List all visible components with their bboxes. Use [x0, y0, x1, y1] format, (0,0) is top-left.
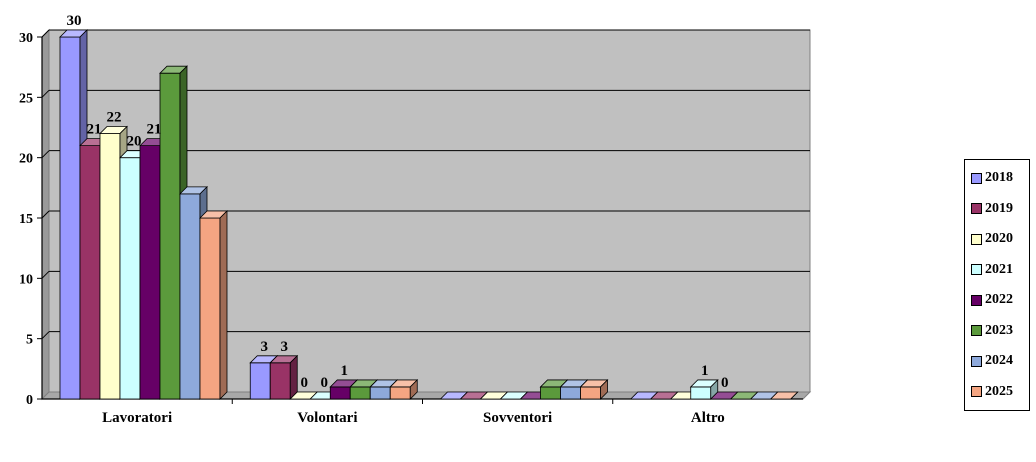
y-tick-label: 10 — [19, 272, 33, 287]
bar-front — [249, 362, 271, 400]
data-label: 30 — [67, 13, 82, 29]
grid-line-side — [41, 150, 50, 159]
y-tick-label: 20 — [19, 152, 33, 167]
bar-front — [159, 72, 181, 400]
grid-line-side — [41, 29, 50, 38]
legend-label: 2021 — [985, 261, 1013, 277]
legend-label: 2022 — [985, 292, 1013, 307]
bar-front — [99, 133, 121, 400]
data-label: 1 — [701, 363, 709, 379]
legend-item: 2024 — [971, 351, 1013, 371]
bar-front — [389, 386, 411, 400]
bar-front — [560, 386, 581, 400]
legend-swatch — [971, 294, 982, 306]
bar-front — [369, 386, 391, 400]
bar-side — [219, 210, 228, 400]
data-label: 1 — [341, 363, 349, 379]
legend-item: 2023 — [971, 321, 1013, 341]
grid-line-side — [41, 270, 50, 279]
x-tick-label: Lavoratori — [102, 410, 172, 426]
grid-line-side — [41, 210, 50, 219]
legend-label: 2020 — [985, 231, 1013, 246]
bar — [689, 378, 719, 400]
legend-item: 2021 — [971, 260, 1013, 280]
legend-label: 2025 — [985, 383, 1013, 399]
legend-label: 2024 — [985, 353, 1013, 368]
x-tick-labels: Lavoratori Volontari Sovventori Altro — [102, 410, 725, 426]
bar-front — [199, 217, 221, 400]
legend-swatch — [971, 203, 982, 214]
legend-label: 2018 — [985, 170, 1013, 185]
bar-front — [269, 362, 291, 400]
legend-swatch — [971, 233, 982, 245]
bar-front — [580, 386, 601, 400]
y-tick-label: 15 — [19, 212, 33, 227]
bar — [769, 391, 799, 400]
legend-swatch — [971, 325, 982, 336]
bar — [579, 378, 609, 400]
data-label: 3 — [281, 339, 289, 355]
bar-front — [59, 36, 81, 400]
y-tick-label: 0 — [26, 393, 33, 408]
bar — [389, 378, 419, 400]
bar-front — [179, 193, 201, 400]
bar — [199, 210, 228, 400]
legend-item: 2020 — [971, 229, 1013, 249]
legend-swatch — [971, 386, 982, 397]
y-tick-label: 25 — [19, 91, 33, 106]
data-label: 0 — [321, 375, 329, 391]
bar-side — [600, 378, 608, 400]
data-label: 21 — [147, 122, 162, 138]
data-label: 22 — [107, 110, 122, 126]
data-label: 0 — [301, 375, 309, 391]
legend-item: 2019 — [971, 199, 1013, 219]
bar-front — [349, 386, 371, 400]
data-label: 21 — [87, 122, 102, 138]
x-tick-label: Sovventori — [483, 410, 552, 426]
legend-item: 2022 — [971, 290, 1013, 310]
legend-label: 2019 — [985, 200, 1013, 216]
y-tick-label: 5 — [26, 333, 33, 348]
bars — [59, 29, 799, 400]
bar — [269, 354, 299, 400]
data-label: 0 — [721, 375, 729, 391]
legend-swatch — [971, 264, 982, 275]
legend-swatch — [971, 355, 982, 367]
bar-front — [139, 145, 161, 400]
data-label: 3 — [261, 339, 269, 355]
legend: 2018 2019 2020 2021 2022 2023 2024 2025 — [964, 159, 1030, 411]
data-label: 20 — [127, 134, 142, 150]
bar-front — [79, 145, 101, 400]
bar-side — [790, 391, 799, 400]
bar-front — [690, 386, 712, 400]
y-tick-label: 30 — [19, 31, 33, 46]
x-tick-label: Altro — [691, 410, 725, 426]
bar-front — [329, 386, 351, 400]
grid-line-side — [41, 89, 50, 98]
y-tick-labels: 0 5 10 15 20 25 30 — [19, 31, 33, 408]
legend-label: 2023 — [985, 322, 1013, 338]
bar-side — [409, 378, 418, 400]
bar-front — [540, 386, 561, 400]
legend-swatch — [971, 172, 982, 184]
grid-line-side — [41, 331, 50, 340]
x-tick-label: Volontari — [297, 410, 357, 426]
bar-front — [119, 157, 141, 400]
legend-item: 2018 — [971, 168, 1013, 188]
legend-item: 2025 — [971, 382, 1013, 402]
